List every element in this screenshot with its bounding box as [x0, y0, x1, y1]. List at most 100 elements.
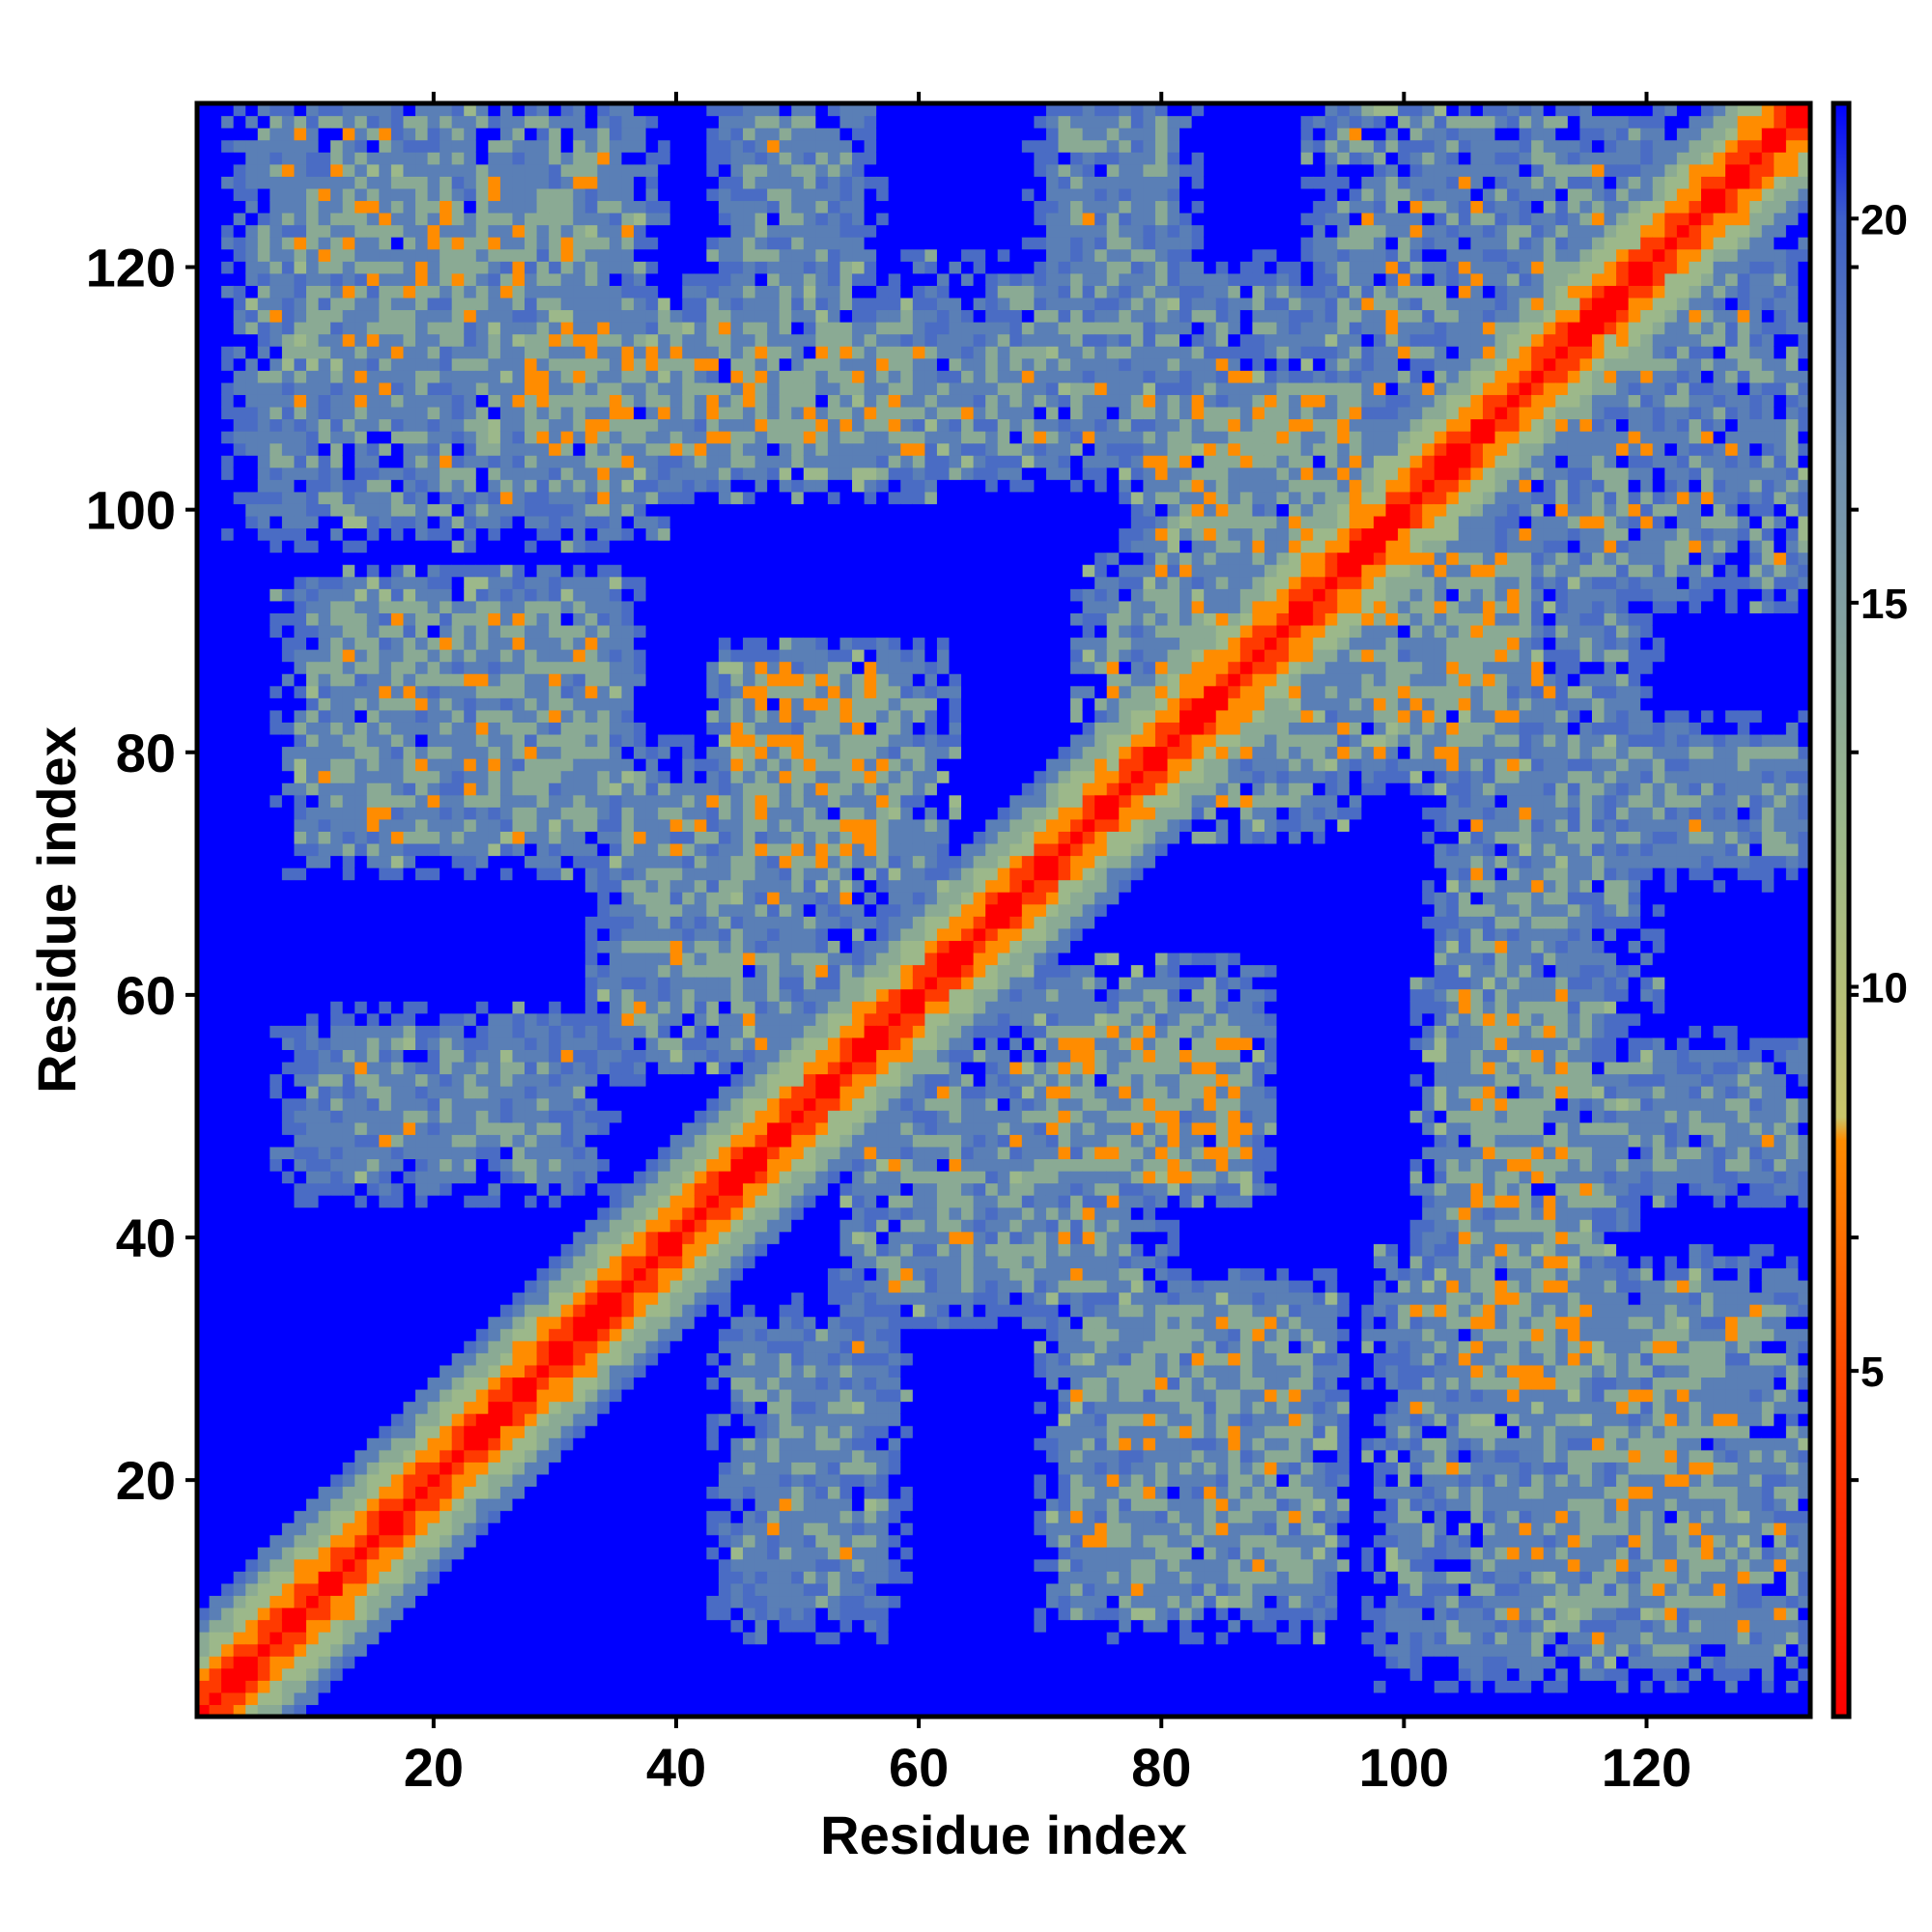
heatmap-cell — [560, 1680, 574, 1693]
heatmap-cell — [366, 746, 380, 759]
heatmap-cell — [403, 649, 416, 663]
heatmap-cell — [475, 697, 489, 711]
heatmap-cell — [330, 1231, 344, 1244]
heatmap-cell — [621, 115, 635, 128]
heatmap-cell — [306, 1388, 320, 1403]
heatmap-cell — [621, 1158, 635, 1172]
heatmap-cell — [512, 1158, 526, 1172]
heatmap-cell — [245, 1656, 259, 1669]
heatmap-cell — [318, 1340, 331, 1353]
heatmap-cell — [451, 1049, 465, 1063]
heatmap-cell — [306, 1037, 320, 1050]
heatmap-cell — [257, 187, 270, 202]
heatmap-cell — [415, 782, 429, 796]
heatmap-cell — [342, 733, 355, 748]
heatmap-cell — [281, 322, 296, 335]
heatmap-cell — [609, 964, 623, 978]
heatmap-cell — [440, 624, 453, 639]
heatmap-cell — [488, 1413, 501, 1427]
heatmap-cell — [306, 115, 320, 128]
heatmap-cell — [440, 637, 453, 650]
heatmap-cell — [221, 128, 235, 141]
heatmap-cell — [379, 128, 392, 141]
heatmap-cell — [621, 503, 635, 517]
heatmap-cell — [281, 1316, 296, 1329]
heatmap-cell — [560, 152, 574, 165]
heatmap-cell — [306, 1437, 320, 1451]
heatmap-cell — [318, 1473, 331, 1488]
heatmap-cell — [584, 1001, 598, 1014]
heatmap-cell — [403, 977, 416, 990]
heatmap-cell — [634, 455, 647, 469]
heatmap-cell — [355, 1377, 368, 1390]
heatmap-cell — [197, 103, 211, 117]
heatmap-cell — [330, 903, 344, 917]
heatmap-cell — [366, 709, 380, 723]
heatmap-cell — [197, 370, 211, 384]
heatmap-cell — [584, 357, 598, 371]
heatmap-cell — [403, 1061, 416, 1075]
heatmap-cell — [233, 600, 246, 613]
heatmap-cell — [330, 357, 344, 371]
heatmap-cell — [294, 1037, 307, 1050]
heatmap-cell — [634, 903, 647, 917]
heatmap-cell — [597, 333, 611, 347]
heatmap-cell — [342, 237, 355, 250]
heatmap-cell — [621, 1195, 635, 1208]
heatmap-cell — [306, 1158, 320, 1172]
heatmap-cell — [584, 1364, 598, 1378]
heatmap-cell — [318, 261, 331, 274]
heatmap-cell — [342, 139, 355, 153]
heatmap-cell — [257, 564, 270, 578]
heatmap-cell — [499, 285, 514, 298]
heatmap-cell — [488, 200, 501, 213]
heatmap-cell — [512, 394, 526, 408]
heatmap-cell — [366, 418, 380, 432]
heatmap-cell — [306, 261, 320, 274]
heatmap-cell — [415, 1704, 429, 1718]
heatmap-cell — [464, 818, 477, 832]
heatmap-cell — [536, 1158, 550, 1172]
heatmap-cell — [440, 272, 453, 286]
heatmap-cell — [355, 600, 368, 613]
heatmap-cell — [390, 1049, 405, 1063]
heatmap-cell — [634, 576, 647, 589]
heatmap-cell — [488, 261, 501, 274]
heatmap-cell — [257, 842, 270, 857]
heatmap-cell — [294, 527, 307, 541]
heatmap-cell — [440, 1219, 453, 1233]
heatmap-cell — [609, 977, 623, 990]
heatmap-cell — [549, 1643, 562, 1657]
heatmap-cell — [440, 479, 453, 493]
heatmap-cell — [390, 1328, 405, 1342]
heatmap-cell — [403, 467, 416, 480]
heatmap-cell — [281, 455, 296, 469]
heatmap-cell — [464, 467, 477, 480]
heatmap-cell — [634, 1534, 647, 1548]
heatmap-cell — [609, 588, 623, 602]
heatmap-cell — [645, 1401, 659, 1414]
heatmap-cell — [342, 552, 355, 565]
heatmap-cell — [245, 163, 259, 177]
heatmap-cell — [221, 309, 235, 323]
heatmap-cell — [475, 261, 489, 274]
heatmap-cell — [366, 442, 380, 456]
heatmap-cell — [257, 1267, 270, 1281]
heatmap-cell — [342, 1571, 355, 1584]
heatmap-cell — [379, 103, 392, 117]
heatmap-cell — [294, 1255, 307, 1269]
heatmap-cell — [634, 431, 647, 444]
heatmap-cell — [281, 491, 296, 504]
heatmap-cell — [560, 1231, 574, 1244]
heatmap-cell — [270, 1449, 283, 1463]
heatmap-cell — [536, 600, 550, 613]
heatmap-cell — [536, 1667, 550, 1681]
heatmap-cell — [464, 1643, 477, 1657]
heatmap-cell — [525, 1667, 538, 1681]
heatmap-cell — [549, 1073, 562, 1087]
heatmap-cell — [525, 418, 538, 432]
heatmap-cell — [634, 1073, 647, 1087]
heatmap-cell — [221, 1097, 235, 1111]
heatmap-cell — [512, 1449, 526, 1463]
heatmap-cell — [390, 285, 405, 298]
